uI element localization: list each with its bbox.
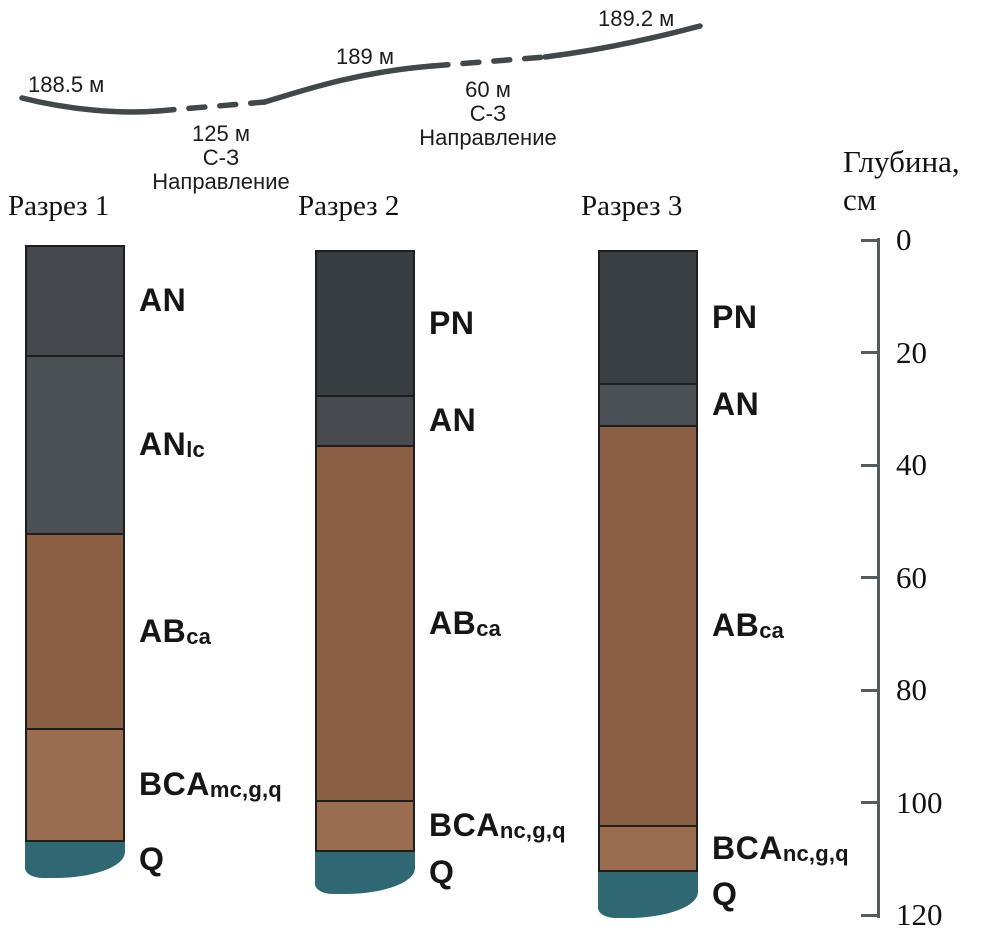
horizon-label-main: BCA (139, 766, 210, 803)
horizon-label-sub: ca (476, 615, 502, 641)
horizon-segment-bca-mc-g-q (25, 728, 125, 841)
horizon-label: Q (139, 840, 164, 884)
depth-tick-label: 20 (896, 334, 927, 370)
horizon-label-sub: ca (186, 623, 212, 649)
elevation-label-1: 188.5 м (28, 72, 105, 97)
depth-tick-label: 0 (896, 222, 912, 257)
terrain-line-dashed-2 (429, 54, 548, 69)
horizon-segment-an (315, 395, 415, 445)
horizon-label-main: BCA (712, 829, 783, 866)
horizon-segment-ab-ca (25, 533, 125, 729)
elevation-label-3: 189.2 м (598, 6, 675, 31)
horizon-label-main: AN (429, 402, 477, 438)
horizon-label: BCAnc,g,q (712, 829, 849, 873)
horizon-segment-ab-ca (315, 444, 415, 801)
horizon-label: AN (712, 385, 759, 429)
distance-value: 60 м (465, 77, 511, 102)
depth-tick-mark (861, 801, 878, 804)
direction-word: Направление (419, 125, 557, 150)
terrain-line-segment-2 (262, 63, 435, 105)
horizon-label-sub: lc (186, 436, 205, 462)
horizon-label-main: AB (429, 604, 477, 641)
direction-word: Направление (152, 169, 290, 194)
depth-tick-mark (861, 576, 878, 579)
depth-tick-mark (861, 238, 878, 242)
horizon-label: PN (429, 304, 474, 348)
horizon-label-main: BCA (429, 807, 500, 843)
horizon-segment-pn (315, 250, 415, 396)
horizon-label-sub: nc,g,q (499, 818, 566, 843)
profile-2: Разрез 2 PN AN ABca BCAnc,g,q Q (298, 0, 615, 946)
horizon-label-main: AN (139, 425, 187, 462)
terrain-line-dashed-1 (155, 99, 268, 114)
horizon-label: BCAmc,g,q (139, 765, 282, 809)
depth-tick-label: 60 (896, 559, 927, 595)
distance-annotation-2: 60 м С-З Направление (418, 78, 558, 150)
depth-tick-mark (861, 351, 878, 354)
horizon-label: PN (712, 298, 757, 342)
depth-tick-label: 100 (896, 784, 943, 820)
horizon-label-main: PN (429, 304, 475, 341)
horizon-label: AN (139, 281, 186, 325)
horizon-label-main: AB (712, 607, 760, 643)
depth-tick-mark (861, 688, 878, 692)
horizon-label: ANlc (139, 425, 205, 469)
profile-title: Разрез 3 (581, 190, 683, 222)
horizon-segment-bca-nc-g-q (598, 825, 698, 870)
horizon-label-main: AN (712, 386, 760, 422)
depth-tick-mark (861, 913, 878, 917)
horizon-label-main: PN (712, 298, 758, 335)
horizon-label-main: Q (429, 854, 455, 890)
horizon-label-sub: ca (759, 618, 785, 643)
depth-axis-title: Глубина, (843, 144, 960, 179)
horizon-label-sub: mc,g,q (209, 777, 282, 803)
horizon-segment-an (598, 382, 698, 426)
distance-value: 125 м (192, 121, 250, 146)
horizon-label-main: Q (712, 875, 738, 912)
horizon-label-main: Q (139, 841, 165, 878)
horizon-label-main: AB (139, 612, 187, 649)
depth-tick-mark (861, 463, 878, 467)
horizon-segment-an (25, 245, 125, 355)
horizon-label: Q (712, 875, 737, 919)
distance-annotation-1: 125 м С-З Направление (150, 122, 292, 194)
terrain-profile-line (19, 23, 703, 115)
profile-1: Разрез 1 AN ANlc ABca BCAmc,g,q Q (8, 0, 325, 946)
horizon-label: ABca (139, 612, 211, 656)
direction-code: С-З (469, 101, 507, 126)
elevation-label-2: 189 м (336, 44, 394, 69)
horizon-label: BCAnc,g,q (429, 806, 566, 850)
depth-tick-label: 80 (896, 672, 927, 707)
profile-3: Разрез 3 PN AN ABca BCAnc,g,q Q (581, 0, 898, 946)
profile-horizons: AN ANlc ABca BCAmc,g,q Q (25, 0, 325, 946)
profile-horizons: PN AN ABca BCAnc,g,q Q (598, 0, 898, 946)
horizon-segment-q (315, 849, 415, 895)
depth-axis-unit: см (843, 182, 877, 217)
depth-tick-label: 120 (896, 897, 943, 932)
horizon-label: Q (429, 853, 454, 897)
terrain-line-segment-3 (542, 23, 703, 60)
horizon-label-main: AN (139, 281, 187, 318)
terrain-line-segment-1 (19, 95, 161, 115)
horizon-segment-pn (598, 250, 698, 383)
horizon-segment-ab-ca (598, 425, 698, 825)
depth-axis-line (877, 238, 880, 918)
depth-tick-label: 40 (896, 447, 927, 482)
horizon-label: AN (429, 401, 476, 445)
horizon-label: ABca (712, 606, 784, 650)
horizon-label: ABca (429, 604, 501, 648)
profile-title: Разрез 2 (298, 190, 400, 222)
horizon-segment-bca-nc-g-q (315, 800, 415, 850)
horizon-label-sub: nc,g,q (782, 840, 849, 866)
profile-horizons: PN AN ABca BCAnc,g,q Q (315, 0, 615, 946)
profile-title: Разрез 1 (8, 190, 110, 222)
direction-code: С-З (202, 145, 240, 170)
horizon-segment-an-lc (25, 354, 125, 534)
